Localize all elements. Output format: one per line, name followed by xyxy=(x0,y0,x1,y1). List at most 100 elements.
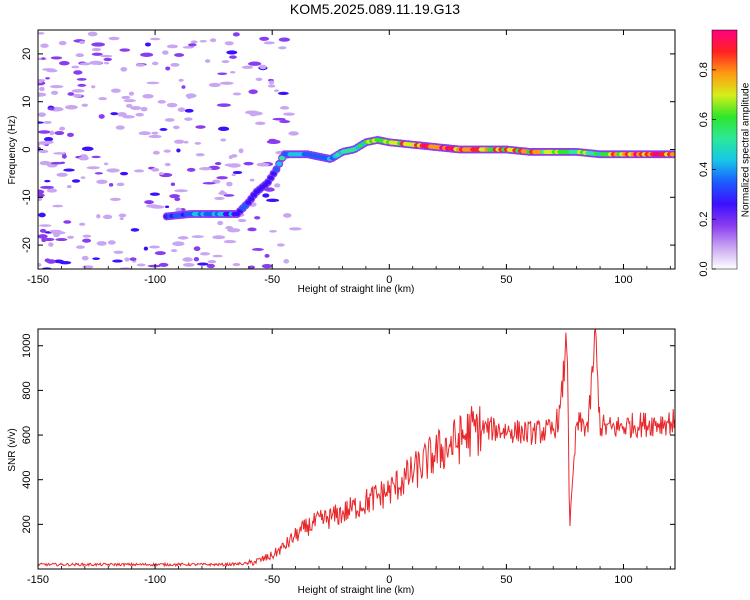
spectrogram-noise-cell xyxy=(262,193,270,198)
spectrogram-noise-cell xyxy=(223,239,237,244)
spectrogram-noise-cell xyxy=(38,112,46,117)
spectrogram-noise-cell xyxy=(121,95,131,100)
spectrogram-x-tick-label: -100 xyxy=(144,274,166,286)
spectrogram-noise-cell xyxy=(248,89,258,95)
spectrogram-noise-cell xyxy=(289,227,302,231)
spectrogram-noise-cell xyxy=(149,37,161,41)
spectrogram-noise-cell xyxy=(38,262,42,267)
snr-y-tick-label: 800 xyxy=(21,381,33,399)
spectrogram-noise-cell xyxy=(149,192,160,196)
spectrogram-noise-cell xyxy=(158,172,165,175)
spectrogram-noise-cell xyxy=(59,161,66,165)
spectrogram-noise-cell xyxy=(135,63,145,67)
spectrogram-noise-cell xyxy=(154,251,166,256)
spectrogram-noise-cell xyxy=(226,181,233,187)
snr-panel: -150 -100 -50 0 50 100 200 400 600 800 1000 Heigh… xyxy=(7,328,676,596)
spectrogram-noise-cell xyxy=(71,89,85,93)
spectrogram-noise-cell xyxy=(38,32,45,35)
spectrogram-noise-cell xyxy=(82,234,92,238)
spectrogram-noise-cell xyxy=(218,126,230,132)
spectrogram-noise-cell xyxy=(94,172,104,175)
spectrogram-noise-cell xyxy=(39,160,51,166)
spectrogram-noise-cell xyxy=(288,131,299,136)
spectrogram-noise-cell xyxy=(151,131,159,135)
spectrogram-noise-cell xyxy=(259,64,267,70)
spectrogram-noise-cell xyxy=(229,55,237,59)
spectrogram-noise-cell xyxy=(174,189,188,193)
spectrogram-noise-cell xyxy=(128,91,135,96)
spectrogram-noise-cell xyxy=(41,57,46,60)
spectrogram-noise-cell xyxy=(193,256,200,262)
spectrogram-noise-cell xyxy=(278,37,291,42)
spectrogram-noise-cell xyxy=(113,250,124,254)
spectrogram-noise-cell xyxy=(67,235,74,239)
spectrogram-noise-cell xyxy=(264,187,275,192)
spectrogram-noise-cell xyxy=(38,189,45,195)
spectrogram-noise-cell xyxy=(151,61,159,66)
spectrogram-noise-cell xyxy=(162,50,169,55)
spectrogram-noise-cell xyxy=(40,185,54,189)
colorbar-frame xyxy=(711,29,738,270)
spectrogram-noise-cell xyxy=(212,254,223,258)
spectrogram-x-tick-label: 100 xyxy=(614,274,632,286)
spectrogram-noise-cell xyxy=(214,161,222,166)
snr-frame xyxy=(37,328,676,570)
spectrogram-track-cell xyxy=(245,200,252,205)
spectrogram-noise-cell xyxy=(184,117,193,121)
spectrogram-noise-cell xyxy=(38,121,44,124)
spectrogram-noise-cell xyxy=(185,93,197,99)
chart-title: KOM5.2025.089.11.19.G13 xyxy=(289,1,461,17)
spectrogram-noise-cell xyxy=(182,45,195,49)
spectrogram-noise-cell xyxy=(86,166,100,170)
spectrogram-noise-cell xyxy=(120,66,128,72)
snr-x-tick-label: 100 xyxy=(614,574,632,586)
spectrogram-noise-cell xyxy=(92,257,100,261)
spectrogram-noise-cell xyxy=(170,182,176,187)
spectrogram-noise-cell xyxy=(82,265,94,269)
spectrogram-x-ticks: -150 -100 -50 0 50 100 xyxy=(27,30,671,286)
spectrogram-noise-cell xyxy=(217,220,224,226)
spectrogram-noise-cell xyxy=(140,52,154,57)
spectrogram-noise-cell xyxy=(182,257,193,262)
spectrogram-noise-cell xyxy=(272,117,286,121)
spectrogram-noise-cell xyxy=(221,60,230,64)
spectrogram-noise-cell xyxy=(123,99,136,103)
spectrogram-noise-cell xyxy=(45,77,50,80)
spectrogram-noise-cell xyxy=(283,259,290,264)
spectrogram-noise-cell xyxy=(177,236,189,240)
spectrogram-noise-cell xyxy=(55,238,68,242)
spectrogram-noise-cell xyxy=(116,182,125,187)
spectrogram-noise-cell xyxy=(135,112,144,117)
spectrogram-noise-cell xyxy=(199,167,212,171)
spectrogram-noise-cell xyxy=(103,162,109,166)
spectrogram-noise-cell xyxy=(75,53,84,58)
spectrogram-noise-cell xyxy=(146,204,160,208)
spectrogram-noise-cell xyxy=(80,176,86,179)
colorbar-tick-label: 0.2 xyxy=(698,212,710,227)
spectrogram-noise-cell xyxy=(151,167,160,172)
spectrogram-noise-cell xyxy=(216,103,231,107)
spectrogram-track-cell xyxy=(270,171,277,176)
snr-y-tick-label: 400 xyxy=(21,471,33,489)
spectrogram-noise-cell xyxy=(208,82,221,88)
spectrogram-noise-cell xyxy=(91,47,102,52)
spectrogram-noise-cell xyxy=(108,183,114,187)
snr-y-tick-label: 1000 xyxy=(21,334,33,358)
spectrogram-noise-cell xyxy=(204,59,211,63)
spectrogram-noise-cell xyxy=(50,56,63,60)
spectrogram-x-tick-label: 0 xyxy=(386,274,392,286)
spectrogram-noise-cell xyxy=(110,88,121,93)
spectrogram-noise-cell xyxy=(193,246,201,252)
spectrogram-noise-cell xyxy=(164,118,175,122)
spectrogram-noise-cell xyxy=(206,263,216,269)
spectrogram-noise-cell xyxy=(100,54,113,58)
spectrogram-noise-cell xyxy=(54,130,65,136)
spectrogram-x-tick-label: -150 xyxy=(27,274,49,286)
spectrogram-noise-cell xyxy=(133,169,145,173)
spectrogram-y-tick-label: -10 xyxy=(21,189,33,205)
spectrogram-noise-cell xyxy=(98,114,105,119)
spectrogram-noise-cell xyxy=(79,62,91,66)
spectrogram-noise-cell xyxy=(220,138,227,142)
spectrogram-noise-cell xyxy=(91,52,103,56)
spectrogram-noise-cell xyxy=(63,220,72,224)
